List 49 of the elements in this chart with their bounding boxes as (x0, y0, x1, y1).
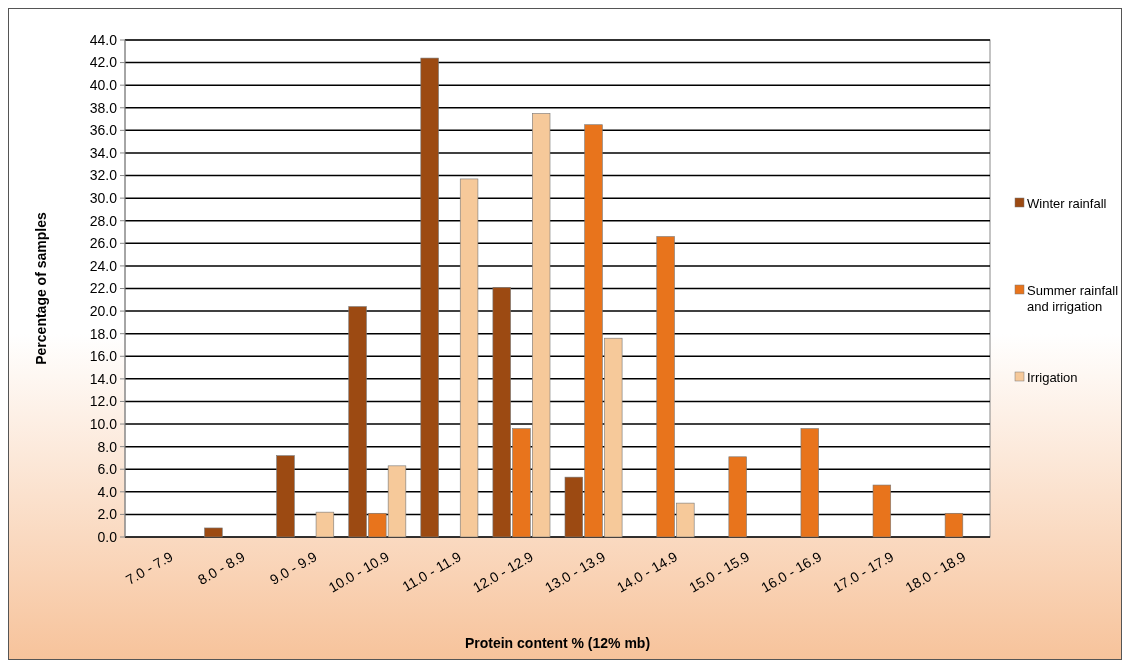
bar (315, 511, 335, 538)
x-tick-label: 18.0 - 18.9 (902, 548, 969, 596)
y-tick-label: 38.0 (89, 99, 118, 116)
x-tick-label: 13.0 - 13.9 (541, 548, 609, 596)
y-tick-label: 18.0 (89, 325, 118, 342)
bar (728, 456, 747, 538)
x-axis-title: Protein content % (12% mb) (464, 635, 651, 651)
bar (800, 428, 819, 538)
y-tick-label: 16.0 (89, 348, 118, 365)
bar (944, 512, 964, 538)
bar (872, 484, 892, 538)
y-tick-label: 44.0 (89, 31, 118, 48)
x-tick-label: 16.0 - 16.9 (758, 548, 825, 596)
bar (420, 57, 439, 538)
y-tick-label: 4.0 (97, 483, 118, 500)
legend-label: Summer rainfall and irrigation (1027, 282, 1119, 315)
y-tick-label: 0.0 (97, 528, 118, 545)
y-tick-label: 14.0 (89, 370, 118, 387)
y-tick-label: 42.0 (89, 54, 118, 71)
x-tick-label: 15.0 - 15.9 (686, 548, 753, 596)
x-tick-label: 10.0 - 10.9 (325, 548, 392, 596)
legend-label: Irrigation (1027, 369, 1078, 385)
x-tick-label: 17.0 - 17.9 (830, 548, 897, 596)
y-tick-label: 8.0 (97, 438, 118, 455)
bar (204, 527, 223, 538)
x-tick-label: 9.0 - 9.9 (267, 548, 320, 588)
y-tick-label: 22.0 (89, 280, 118, 297)
y-tick-label: 26.0 (89, 235, 118, 252)
y-tick-label: 6.0 (97, 461, 118, 478)
y-tick-label: 24.0 (89, 257, 118, 274)
y-tick-label: 2.0 (97, 506, 118, 523)
x-tick-label: 7.0 - 7.9 (122, 548, 176, 588)
y-axis-title: Percentage of samples (33, 212, 49, 365)
y-tick-label: 40.0 (89, 77, 118, 94)
y-tick-label: 32.0 (89, 167, 118, 184)
bar (459, 178, 479, 538)
y-tick-label: 28.0 (89, 212, 118, 229)
y-tick-label: 20.0 (89, 302, 118, 319)
y-tick-label: 34.0 (89, 144, 118, 161)
y-tick-label: 12.0 (89, 393, 118, 410)
x-tick-label: 8.0 - 8.9 (195, 548, 248, 588)
x-tick-label: 11.0 - 11.9 (399, 548, 464, 595)
x-tick-label: 14.0 - 14.9 (614, 548, 681, 596)
y-tick-label: 36.0 (89, 122, 118, 139)
legend-label: Winter rainfall (1027, 195, 1107, 211)
y-tick-label: 30.0 (89, 190, 118, 207)
x-tick-label: 12.0 - 12.9 (469, 548, 537, 596)
bar (276, 455, 295, 538)
y-tick-label: 10.0 (89, 415, 118, 432)
